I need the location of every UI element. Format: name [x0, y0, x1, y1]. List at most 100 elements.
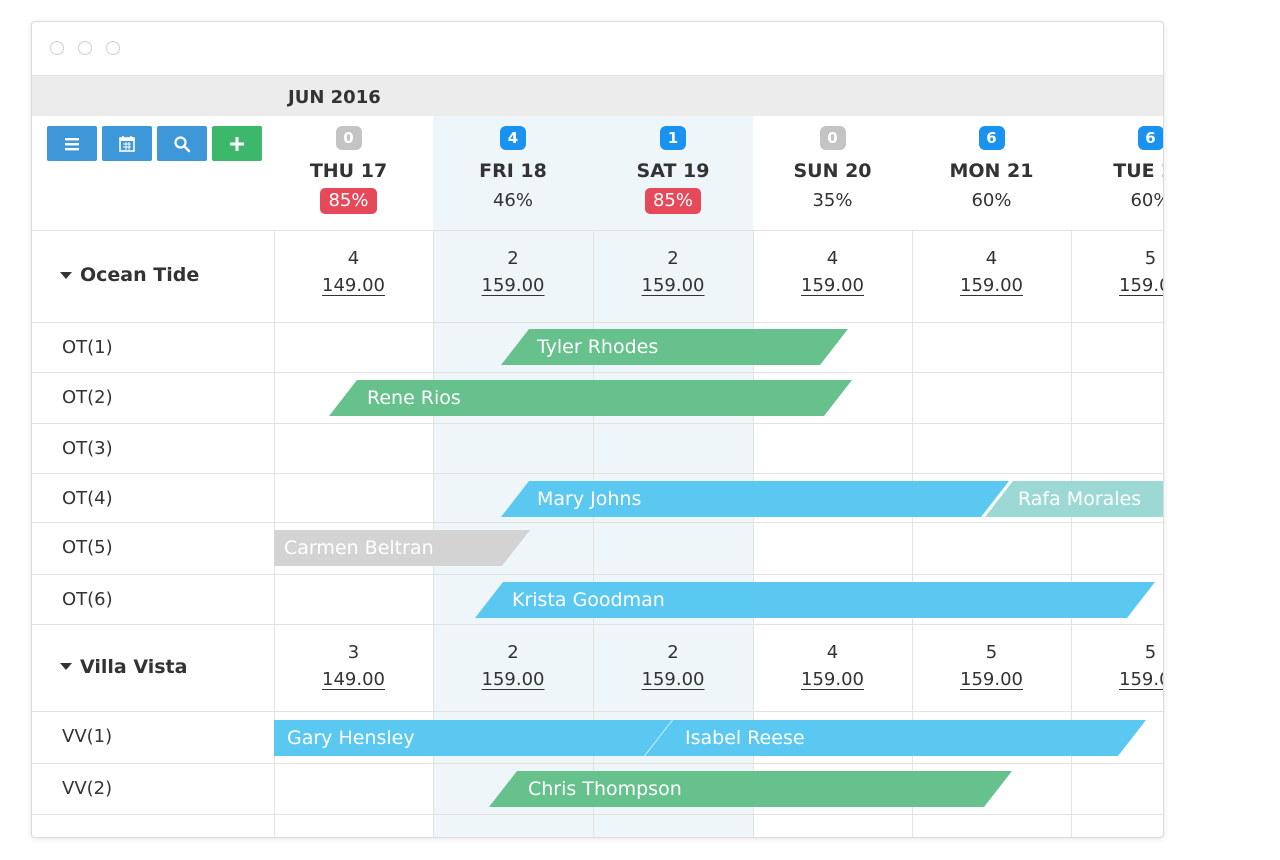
available-count: 5 [1144, 248, 1157, 269]
availability-cell: 2 159.00 [598, 248, 748, 296]
available-count: 2 [667, 642, 679, 663]
day-header[interactable]: 6 MON 21 60% [917, 126, 1067, 214]
availability-cell: 4 159.00 [917, 248, 1067, 296]
day-name: TUE 22 [1113, 160, 1163, 182]
rate-link[interactable]: 159.00 [641, 275, 705, 296]
month-bar: JUN 2016 [32, 76, 1163, 116]
availability-cell: 2 159.00 [438, 248, 588, 296]
day-name: THU 17 [309, 160, 388, 182]
grid-column-line [753, 230, 754, 837]
availability-cell: 2 159.00 [598, 642, 748, 690]
rate-link[interactable]: 159.00 [481, 275, 545, 296]
availability-cell: 4 159.00 [758, 642, 908, 690]
rate-link[interactable]: 159.00 [960, 669, 1023, 690]
booking-bar[interactable]: Mary Johns [501, 481, 1009, 517]
availability-cell: 5 159.00 [1076, 642, 1163, 690]
rate-link[interactable]: 159.00 [641, 669, 705, 690]
calendar-button[interactable] [102, 126, 152, 161]
booking-bar[interactable]: Isabel Reese [645, 720, 1146, 756]
grid-row-line [32, 814, 1163, 815]
grid-column-line [593, 230, 594, 837]
rate-link[interactable]: 149.00 [322, 275, 385, 296]
room-label: OT(6) [62, 589, 113, 610]
rate-link[interactable]: 159.00 [1119, 275, 1163, 296]
grid-row-line [32, 522, 1163, 523]
add-booking-button[interactable] [212, 126, 262, 161]
rate-link[interactable]: 159.00 [960, 275, 1023, 296]
booking-bar[interactable]: Tyler Rhodes [501, 329, 848, 365]
grid-row-line [32, 473, 1163, 474]
guest-name: Rafa Morales [1018, 488, 1142, 510]
day-header[interactable]: 0 THU 17 85% [274, 126, 424, 214]
room-label: OT(3) [62, 438, 113, 459]
occupancy-wrap: 85% [274, 182, 424, 214]
availability-cell: 4 149.00 [279, 248, 429, 296]
menu-button[interactable] [47, 126, 97, 161]
availability-cell: 2 159.00 [438, 642, 588, 690]
guest-name: Tyler Rhodes [537, 336, 659, 358]
booking-bar[interactable]: Carmen Beltran [274, 530, 530, 566]
day-header[interactable]: 1 SAT 19 85% [598, 126, 748, 214]
booking-bar[interactable]: Rafa Morales [985, 481, 1163, 517]
available-count: 2 [507, 248, 519, 269]
booking-bar[interactable]: Chris Thompson [489, 771, 1012, 807]
booking-bar[interactable]: Krista Goodman [475, 582, 1155, 618]
occupancy-percent: 85% [320, 188, 377, 214]
booking-bar[interactable]: Gary Hensley [274, 720, 672, 756]
availability-cell: 5 159.00 [917, 642, 1067, 690]
available-count: 2 [507, 642, 519, 663]
group-toggle[interactable]: Ocean Tide [60, 264, 199, 286]
rate-link[interactable]: 149.00 [322, 669, 385, 690]
availability-badge: 0 [335, 126, 362, 150]
availability-badge: 0 [819, 126, 846, 150]
rate-link[interactable]: 159.00 [801, 669, 864, 690]
rate-link[interactable]: 159.00 [801, 275, 864, 296]
group-name: Ocean Tide [80, 264, 200, 286]
window-minimize-dot[interactable] [78, 41, 92, 55]
month-label: JUN 2016 [288, 87, 381, 108]
occupancy-wrap: 85% [598, 182, 748, 214]
occupancy-percent: 85% [644, 188, 701, 214]
available-count: 3 [347, 642, 360, 663]
rate-link[interactable]: 159.00 [481, 669, 545, 690]
grid-column-line [912, 230, 913, 837]
room-label: OT(5) [62, 537, 113, 558]
menu-icon [65, 137, 79, 150]
day-header[interactable]: 4 FRI 18 46% [438, 126, 588, 214]
plus-icon [230, 136, 244, 151]
available-count: 2 [667, 248, 679, 269]
guest-name: Rene Rios [367, 387, 461, 409]
group-toggle[interactable]: Villa Vista [60, 656, 187, 678]
search-button[interactable] [157, 126, 207, 161]
occupancy-percent: 35% [812, 190, 853, 211]
room-label: OT(4) [62, 488, 113, 509]
room-label: OT(1) [62, 337, 113, 358]
guest-name: Isabel Reese [685, 727, 805, 749]
window-maximize-dot[interactable] [106, 41, 120, 55]
available-count: 5 [985, 642, 998, 663]
day-header[interactable]: 6 TUE 22 60% [1076, 126, 1163, 214]
guest-name: Carmen Beltran [284, 537, 434, 559]
room-label: VV(2) [62, 778, 113, 799]
occupancy-wrap: 46% [438, 182, 588, 214]
guest-name: Chris Thompson [528, 778, 682, 800]
day-header[interactable]: 0 SUN 20 35% [758, 126, 908, 214]
availability-badge: 1 [660, 126, 686, 150]
search-icon [174, 135, 191, 152]
caret-down-icon [60, 663, 72, 670]
availability-cell: 5 159.00 [1076, 248, 1163, 296]
availability-cell: 4 159.00 [758, 248, 908, 296]
available-count: 4 [985, 248, 998, 269]
available-count: 5 [1144, 642, 1157, 663]
grid-column-line [1071, 230, 1072, 837]
booking-bar[interactable]: Rene Rios [329, 380, 852, 416]
available-count: 4 [826, 248, 839, 269]
day-name: FRI 18 [479, 160, 547, 182]
occupancy-wrap: 60% [1076, 182, 1163, 214]
available-count: 4 [347, 248, 360, 269]
rate-link[interactable]: 159.00 [1119, 669, 1163, 690]
grid-row-line [32, 423, 1163, 424]
grid-row-line [32, 372, 1163, 373]
window-close-dot[interactable] [50, 41, 64, 55]
grid-row-line [32, 624, 1163, 625]
